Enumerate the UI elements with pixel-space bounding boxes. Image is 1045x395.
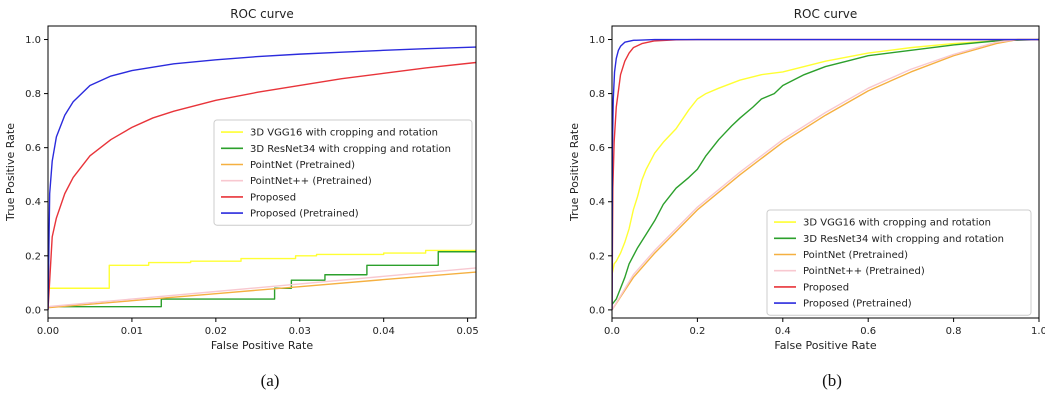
y-tick-label: 1.0 (25, 35, 41, 46)
x-tick-label: 0.02 (205, 326, 227, 337)
legend-entry: 3D ResNet34 with cropping and rotation (250, 144, 451, 155)
x-tick-label: 0.2 (689, 326, 705, 337)
series-line-6 (612, 38, 1039, 310)
x-tick-label: 0.03 (289, 326, 311, 337)
x-tick-label: 0.04 (373, 326, 395, 337)
series-line-4 (48, 267, 476, 308)
series-line-5 (48, 61, 476, 310)
figure-caption: (a) (261, 371, 280, 390)
y-tick-label: 0.0 (25, 305, 41, 316)
y-axis-label: True Positive Rate (568, 123, 581, 222)
x-axis-label: False Positive Rate (211, 339, 313, 352)
series-line-3 (612, 38, 1039, 311)
chart-panel-1: ROC curve 0.00 0.01 0.02 0.03 0.04 0.05 0.0 0.2 0… (4, 7, 479, 390)
legend-entry: Proposed (803, 282, 849, 293)
y-tick-label: 0.8 (25, 89, 41, 100)
series-line-1 (48, 249, 476, 289)
x-tick-label: 0.6 (860, 326, 876, 337)
y-tick-label: 0.8 (589, 89, 605, 100)
series-group (612, 38, 1039, 311)
x-tick-label: 0.0 (604, 326, 620, 337)
legend-entry: PointNet (Pretrained) (803, 250, 908, 261)
legend-entry: 3D VGG16 with cropping and rotation (250, 128, 438, 139)
legend: 3D VGG16 with cropping and rotation 3D Re… (213, 119, 473, 226)
y-axis-label: True Positive Rate (4, 123, 17, 222)
legend-entry: PointNet++ (Pretrained) (803, 266, 925, 277)
x-axis-label: False Positive Rate (774, 339, 876, 352)
series-line-3 (48, 271, 476, 309)
y-tick-label: 0.2 (589, 251, 605, 262)
legend: 3D VGG16 with cropping and rotation 3D Re… (766, 209, 1032, 316)
series-group (48, 46, 476, 310)
x-tick-label: 0.05 (456, 326, 478, 337)
y-tick-label: 0.0 (589, 305, 605, 316)
series-line-6 (48, 46, 476, 310)
chart-title: ROC curve (794, 7, 858, 21)
legend-entry: Proposed (250, 192, 296, 203)
series-line-4 (612, 38, 1039, 311)
legend-entry: Proposed (Pretrained) (803, 299, 912, 310)
x-tick-label: 1.0 (1031, 326, 1045, 337)
plot-frame (611, 25, 1040, 319)
x-tick-label: 0.00 (37, 326, 59, 337)
legend-entry: PointNet++ (Pretrained) (250, 176, 372, 187)
chart-panel-2: ROC curve 0.0 0.2 0.4 0.6 0.8 1.0 0.0 0.2 0.4 0.6 0… (568, 7, 1045, 390)
y-tick-label: 0.6 (25, 143, 41, 154)
legend-entry: 3D VGG16 with cropping and rotation (803, 218, 991, 229)
legend-entry: 3D ResNet34 with cropping and rotation (803, 234, 1004, 245)
figure-caption: (b) (822, 371, 842, 390)
legend-box (766, 209, 1032, 316)
legend-entry: PointNet (Pretrained) (250, 160, 355, 171)
legend-box (213, 119, 473, 226)
y-tick-label: 1.0 (589, 35, 605, 46)
y-tick-label: 0.6 (589, 143, 605, 154)
series-line-2 (612, 38, 1039, 305)
x-tick-label: 0.4 (775, 326, 791, 337)
x-tick-label: 0.01 (121, 326, 143, 337)
y-tick-label: 0.4 (25, 197, 41, 208)
x-tick-label: 0.8 (946, 326, 962, 337)
plot-frame (47, 25, 477, 319)
y-tick-label: 0.4 (589, 197, 605, 208)
series-line-1 (612, 38, 1039, 275)
chart-title: ROC curve (230, 7, 294, 21)
y-tick-label: 0.2 (25, 251, 41, 262)
legend-entry: Proposed (Pretrained) (250, 209, 359, 220)
series-line-2 (48, 251, 476, 308)
